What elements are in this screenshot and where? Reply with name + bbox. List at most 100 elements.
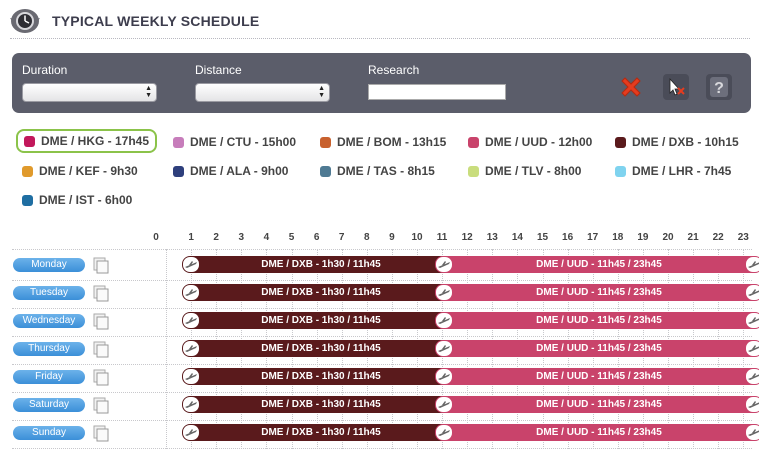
hour-tick: 5 [288,232,295,243]
clear-selection-button[interactable] [663,74,689,100]
landing-icon [746,313,759,328]
copy-day-icon[interactable] [93,397,109,414]
route-legend-item[interactable]: DME / KEF - 9h30 [16,160,138,182]
route-color-swatch [173,165,184,177]
hour-tick: 21 [687,232,699,243]
research-input[interactable] [368,84,506,100]
route-legend-item[interactable]: DME / BOM - 13h15 [314,131,446,153]
takeoff-icon [183,369,199,384]
header-divider [10,38,750,39]
flight-bar[interactable]: DME / DXB - 1h30 / 11h45 [182,396,460,413]
route-legend-item[interactable]: DME / IST - 6h00 [16,189,132,211]
route-color-swatch [468,165,479,177]
distance-select[interactable]: ▲ ▼ [195,83,330,102]
route-legend-item[interactable]: DME / LHR - 7h45 [609,160,731,182]
flight-bar[interactable]: DME / UUD - 11h45 / 23h45 [434,368,759,385]
copy-day-icon[interactable] [93,313,109,330]
hour-tick: 23 [737,232,749,243]
copy-day-icon[interactable] [93,341,109,358]
flight-bar[interactable]: DME / DXB - 1h30 / 11h45 [182,256,460,273]
red-x-icon [621,77,641,97]
flight-bar[interactable]: DME / UUD - 11h45 / 23h45 [434,424,759,441]
route-legend-item[interactable]: DME / CTU - 15h00 [167,131,296,153]
route-label: DME / TLV - 8h00 [485,164,582,178]
flight-bar[interactable]: DME / UUD - 11h45 / 23h45 [434,312,759,329]
route-color-swatch [22,194,33,206]
day-button-sunday[interactable]: Sunday [13,426,85,440]
flight-label: DME / UUD - 11h45 / 23h45 [536,427,662,438]
copy-day-icon[interactable] [93,257,109,274]
select-arrows-icon: ▲ ▼ [145,85,152,99]
hour-tick: 15 [536,232,549,243]
row-divider [12,392,752,393]
route-legend-item[interactable]: DME / ALA - 9h00 [167,160,288,182]
hour-tick: 1 [188,232,194,243]
flight-bar[interactable]: DME / DXB - 1h30 / 11h45 [182,340,460,357]
flight-label: DME / DXB - 1h30 / 11h45 [261,287,381,298]
hour-tick: 4 [263,232,270,243]
route-color-swatch [615,165,626,177]
hour-tick: 2 [213,232,219,243]
route-color-swatch [22,165,33,177]
hour-gridline [166,249,167,449]
route-color-swatch [24,135,35,147]
copy-day-icon[interactable] [93,425,109,442]
landing-icon [746,397,759,412]
route-legend-item[interactable]: DME / DXB - 10h15 [609,131,739,153]
flight-bar[interactable]: DME / DXB - 1h30 / 11h45 [182,312,460,329]
route-color-swatch [320,165,331,177]
takeoff-icon [183,257,199,272]
hour-tick: 16 [562,232,574,243]
route-legend-item[interactable]: DME / HKG - 17h45 [16,129,158,153]
copy-day-icon[interactable] [93,369,109,386]
duration-select[interactable]: ▲ ▼ [22,83,157,102]
help-button[interactable]: ? [706,74,732,100]
takeoff-icon [183,313,199,328]
takeoff-icon [435,285,452,300]
flight-bar[interactable]: DME / UUD - 11h45 / 23h45 [434,396,759,413]
row-divider [12,420,752,421]
hour-tick: 18 [612,232,624,243]
distance-label: Distance [195,63,242,77]
help-icon: ? [710,77,728,97]
row-divider [12,448,752,449]
hour-tick: 11 [436,232,448,243]
axis-divider [12,249,752,250]
day-button-tuesday[interactable]: Tuesday [13,286,85,300]
flight-label: DME / DXB - 1h30 / 11h45 [261,427,381,438]
route-label: DME / ALA - 9h00 [190,164,289,178]
flight-bar[interactable]: DME / UUD - 11h45 / 23h45 [434,256,759,273]
copy-day-icon[interactable] [93,285,109,302]
route-legend-item[interactable]: DME / TAS - 8h15 [314,160,435,182]
hour-tick: 6 [313,232,320,243]
flight-bar[interactable]: DME / UUD - 11h45 / 23h45 [434,284,759,301]
flight-bar[interactable]: DME / UUD - 11h45 / 23h45 [434,340,759,357]
flight-bar[interactable]: DME / DXB - 1h30 / 11h45 [182,368,460,385]
day-button-saturday[interactable]: Saturday [13,398,85,412]
flight-label: DME / UUD - 11h45 / 23h45 [536,259,662,270]
row-divider [12,364,752,365]
takeoff-icon [435,369,452,384]
landing-icon [746,369,759,384]
route-label: DME / CTU - 15h00 [190,135,297,149]
route-color-swatch [468,136,479,148]
route-legend-item[interactable]: DME / TLV - 8h00 [462,160,581,182]
route-color-swatch [320,136,331,148]
flight-label: DME / DXB - 1h30 / 11h45 [261,399,381,410]
day-button-wednesday[interactable]: Wednesday [13,314,85,328]
flight-bar[interactable]: DME / DXB - 1h30 / 11h45 [182,424,460,441]
day-button-friday[interactable]: Friday [13,370,85,384]
hour-tick: 17 [587,232,599,243]
hour-tick: 8 [364,232,370,243]
flight-label: DME / UUD - 11h45 / 23h45 [536,287,662,298]
route-label: DME / LHR - 7h45 [632,164,732,178]
hour-tick: 22 [712,232,724,243]
route-legend-item[interactable]: DME / UUD - 12h00 [462,131,592,153]
day-button-thursday[interactable]: Thursday [13,342,85,356]
flight-bar[interactable]: DME / DXB - 1h30 / 11h45 [182,284,460,301]
hour-tick: 10 [411,232,423,243]
svg-text:?: ? [714,80,724,97]
delete-button[interactable] [618,74,644,100]
day-button-monday[interactable]: Monday [13,258,85,272]
takeoff-icon [183,397,199,412]
